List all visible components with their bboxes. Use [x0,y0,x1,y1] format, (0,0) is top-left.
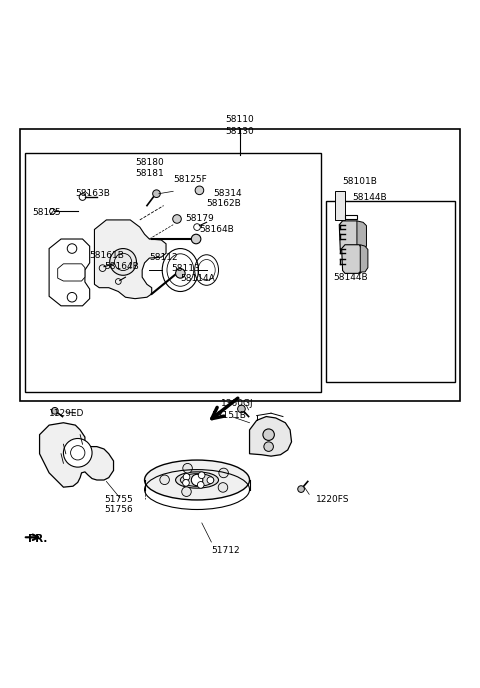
Polygon shape [360,245,368,273]
Text: 58181: 58181 [135,169,164,178]
Circle shape [219,468,228,477]
Circle shape [264,442,274,451]
Polygon shape [342,245,362,273]
Polygon shape [336,191,345,220]
FancyBboxPatch shape [326,201,455,382]
Circle shape [183,473,190,480]
Circle shape [198,472,205,479]
Circle shape [160,475,169,484]
FancyBboxPatch shape [21,129,459,401]
Polygon shape [95,220,166,299]
Text: 58114A: 58114A [180,274,215,283]
Text: 58162B: 58162B [206,199,241,208]
Circle shape [298,486,304,493]
Text: 58101B: 58101B [343,178,377,186]
Circle shape [176,268,185,278]
Circle shape [63,438,92,467]
Circle shape [195,186,204,195]
Circle shape [218,483,228,492]
Text: 58179: 58179 [185,215,214,224]
Polygon shape [58,264,85,281]
Text: 51755: 51755 [104,495,133,504]
Text: 58112: 58112 [149,252,178,261]
Text: 58125: 58125 [33,208,61,217]
Circle shape [183,464,192,473]
Circle shape [238,405,245,413]
Text: FR.: FR. [28,534,47,544]
Text: 58130: 58130 [226,127,254,136]
Polygon shape [250,416,291,456]
Circle shape [192,474,203,486]
Text: 58125F: 58125F [173,175,207,184]
Text: 58314: 58314 [214,189,242,198]
Circle shape [110,248,136,275]
Text: 58163B: 58163B [75,189,110,198]
Text: 58151B: 58151B [211,411,246,420]
Polygon shape [357,221,366,251]
Ellipse shape [176,472,218,488]
Text: 58144B: 58144B [352,193,387,202]
Circle shape [173,215,181,224]
Text: 1220FS: 1220FS [316,495,350,504]
Polygon shape [339,221,360,251]
Circle shape [263,429,275,440]
Text: 58164B: 58164B [199,225,234,234]
Text: 51712: 51712 [211,546,240,555]
Circle shape [153,190,160,197]
Text: 58180: 58180 [135,158,164,167]
Text: 1360GJ: 1360GJ [221,399,253,408]
Text: 51756: 51756 [104,505,133,514]
Circle shape [182,487,191,497]
Circle shape [51,407,58,414]
Text: 58110: 58110 [226,115,254,125]
Text: 1129ED: 1129ED [49,409,84,418]
Polygon shape [39,422,114,487]
Text: 58113: 58113 [171,264,200,273]
Text: 58164B: 58164B [104,262,139,271]
Text: 58161B: 58161B [90,251,124,260]
Text: 58144B: 58144B [333,272,368,281]
FancyBboxPatch shape [25,153,321,391]
Ellipse shape [144,460,250,500]
Circle shape [192,234,201,244]
Circle shape [207,477,214,484]
Circle shape [182,480,189,486]
Circle shape [197,482,204,488]
